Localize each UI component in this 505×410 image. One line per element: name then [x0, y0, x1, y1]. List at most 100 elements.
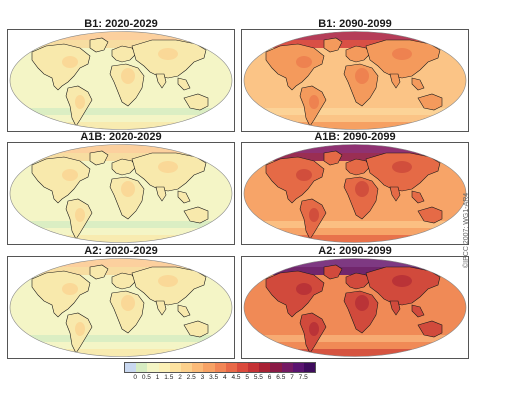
projected-warming-map [9, 31, 233, 130]
warming-hotspot [75, 95, 85, 109]
legend-tick-label: 2 [178, 374, 182, 381]
warming-hotspot [62, 56, 78, 68]
legend-tick-label: 5.5 [253, 374, 263, 381]
legend-tick-label: 3 [200, 374, 205, 381]
legend-swatch [304, 363, 316, 372]
warming-hotspot [121, 181, 135, 197]
legend-swatch [214, 363, 226, 372]
legend-swatch [248, 363, 260, 372]
projected-warming-map [9, 258, 233, 357]
antarctic-band [10, 349, 232, 357]
southern-ocean-band [10, 221, 232, 228]
legend-tick-label: 7 [290, 374, 294, 381]
continent-se-asia [177, 77, 191, 91]
continent-africa [343, 63, 379, 107]
legend-swatch [136, 363, 148, 372]
continent-europe [111, 45, 137, 63]
legend-swatch [192, 363, 204, 372]
warming-hotspot [75, 322, 85, 336]
panel-title-a2-2090: A2: 2090-2099 [318, 245, 392, 257]
continent-europe [345, 158, 371, 176]
globe-outline [243, 31, 467, 130]
continent-india [389, 300, 401, 316]
antarctic-band [244, 122, 466, 130]
warming-hotspot [355, 68, 369, 84]
legend-tick-label: 2.5 [186, 374, 196, 381]
arctic-band [10, 144, 232, 153]
legend-tick-label: 1 [155, 374, 160, 381]
projected-warming-map [9, 144, 233, 243]
warming-hotspot [75, 208, 85, 222]
southern-ocean-band [244, 108, 466, 115]
legend-tick-label: 6 [267, 374, 272, 381]
arctic-band [10, 31, 232, 40]
subarctic-band [244, 267, 466, 275]
continent-north-america [265, 270, 325, 318]
continent-se-asia [411, 77, 425, 91]
warming-hotspot [121, 295, 135, 311]
continent-australia [417, 320, 443, 338]
continent-india [389, 73, 401, 89]
continent-africa [109, 290, 145, 334]
map-panel-a1b-2020 [7, 142, 235, 245]
legend-swatch [180, 363, 193, 372]
legend-swatch [281, 363, 293, 372]
warming-hotspot [392, 275, 412, 287]
color-scale-legend: 0 0.5 1 1.5 2 2.5 3 3.5 4 4.5 5 5.5 6 6.5 7 7.5 [124, 362, 317, 384]
map-panel-a2-2020 [7, 256, 235, 359]
continent-australia [183, 320, 209, 338]
warming-hotspot [309, 322, 319, 336]
projected-warming-map [243, 31, 467, 130]
projected-warming-map [243, 144, 467, 243]
panel-title-b1-2020: B1: 2020-2029 [84, 18, 158, 30]
warming-hotspot [62, 283, 78, 295]
continent-europe [345, 45, 371, 63]
continent-greenland [89, 150, 109, 166]
legend-tick-label: 4.5 [231, 374, 241, 381]
continent-se-asia [411, 190, 425, 204]
warming-hotspot [158, 161, 178, 173]
warming-hotspot [158, 275, 178, 287]
legend-tick-label: 0.5 [141, 374, 151, 381]
globe-outline [243, 258, 467, 357]
warming-hotspot [355, 181, 369, 197]
legend-swatch [259, 363, 271, 372]
continent-europe [111, 158, 137, 176]
continent-north-america [265, 43, 325, 91]
legend-tick-label: 6.5 [276, 374, 286, 381]
map-panel-b1-2020 [7, 29, 235, 132]
warming-hotspot [62, 169, 78, 181]
continent-africa [343, 176, 379, 220]
subarctic-band [244, 153, 466, 161]
antarctic-band [244, 349, 466, 357]
subarctic-band [10, 40, 232, 48]
legend-tick-label: 3.5 [209, 374, 219, 381]
warming-hotspot [296, 169, 312, 181]
warming-hotspot [296, 56, 312, 68]
legend-swatch [292, 363, 304, 372]
continent-greenland [89, 37, 109, 53]
continent-se-asia [177, 190, 191, 204]
continent-north-america [265, 156, 325, 204]
legend-tick-label: 1.5 [164, 374, 174, 381]
panel-title-b1-2090: B1: 2090-2099 [318, 18, 392, 30]
continent-greenland [89, 264, 109, 280]
continent-australia [417, 93, 443, 111]
continent-greenland [323, 37, 343, 53]
arctic-band [244, 258, 466, 267]
legend-swatch [270, 363, 282, 372]
continent-europe [111, 272, 137, 290]
continent-europe [345, 272, 371, 290]
continent-greenland [323, 150, 343, 166]
legend-swatch [125, 363, 137, 372]
warming-hotspot [392, 161, 412, 173]
continent-india [155, 73, 167, 89]
map-panel-b1-2090 [241, 29, 469, 132]
antarctic-band [10, 122, 232, 130]
southern-ocean-band [244, 335, 466, 342]
arctic-band [10, 258, 232, 267]
color-scale-bar [124, 362, 317, 373]
antarctic-band [244, 235, 466, 243]
legend-tick-label: 7.5 [298, 374, 308, 381]
legend-tick-label: 0 [133, 374, 137, 381]
